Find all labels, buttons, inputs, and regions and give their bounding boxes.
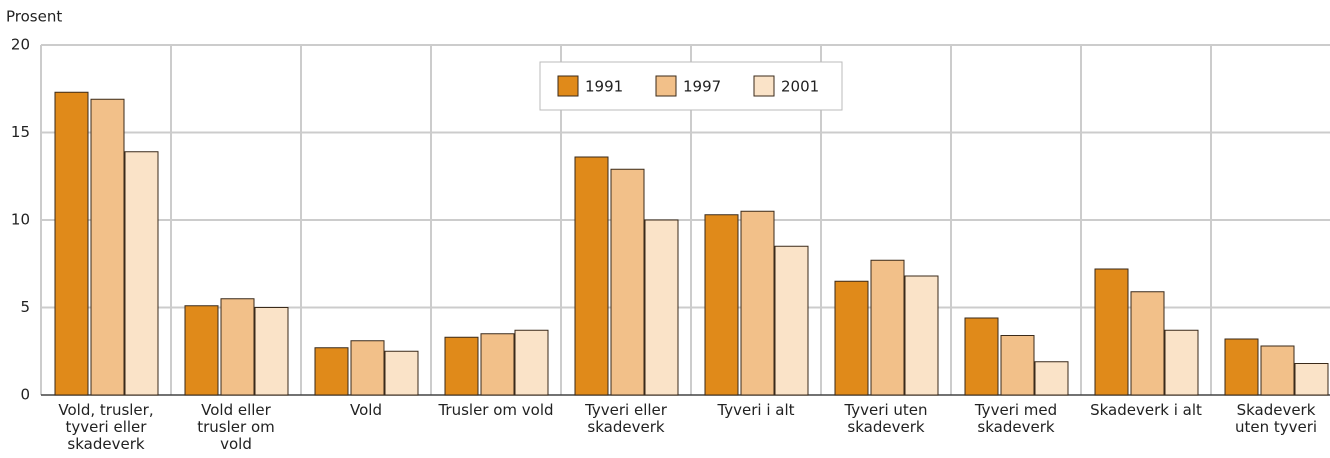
y-tick-label: 15 bbox=[11, 123, 30, 141]
bar bbox=[740, 210, 775, 396]
bar bbox=[184, 305, 219, 396]
bar bbox=[834, 280, 869, 396]
y-tick-label: 10 bbox=[11, 211, 30, 229]
y-tick-label: 0 bbox=[20, 386, 30, 404]
bar bbox=[1294, 363, 1329, 396]
bar bbox=[964, 317, 999, 396]
bar bbox=[444, 336, 479, 396]
bar bbox=[1164, 329, 1199, 396]
legend-swatch bbox=[655, 75, 677, 97]
bar bbox=[574, 156, 609, 396]
bar bbox=[870, 259, 905, 396]
bar bbox=[1034, 361, 1069, 396]
legend-swatch bbox=[557, 75, 579, 97]
y-tick-label: 20 bbox=[11, 36, 30, 54]
x-tick-label: Tyveri eller skadeverk bbox=[585, 401, 667, 436]
x-tick-label: Skadeverk uten tyveri bbox=[1234, 401, 1318, 436]
bar bbox=[774, 245, 809, 396]
bar bbox=[514, 329, 549, 396]
legend-label: 2001 bbox=[781, 78, 819, 96]
bar bbox=[1000, 335, 1035, 396]
bar bbox=[314, 347, 349, 396]
x-tick-label: Vold bbox=[350, 401, 382, 419]
bar bbox=[704, 214, 739, 396]
x-tick-label: Trusler om vold bbox=[438, 401, 554, 419]
bar bbox=[1260, 345, 1295, 396]
legend-label: 1997 bbox=[683, 78, 721, 96]
bar bbox=[1224, 338, 1259, 396]
y-axis-label: Prosent bbox=[6, 8, 62, 26]
bar bbox=[90, 98, 125, 396]
legend-swatch bbox=[753, 75, 775, 97]
bar bbox=[54, 91, 89, 396]
bar bbox=[254, 307, 289, 396]
bar bbox=[124, 151, 159, 396]
y-tick-label: 5 bbox=[20, 298, 30, 316]
bar bbox=[384, 350, 419, 396]
x-tick-label: Tyveri uten skadeverk bbox=[844, 401, 928, 436]
bar bbox=[904, 275, 939, 396]
bar bbox=[350, 340, 385, 396]
bar bbox=[1094, 268, 1129, 396]
bar bbox=[1130, 291, 1165, 396]
x-tick-label: Vold eller trusler om vold bbox=[197, 401, 275, 453]
x-tick-label: Tyveri med skadeverk bbox=[974, 401, 1058, 436]
bar bbox=[220, 298, 255, 396]
x-tick-label: Skadeverk i alt bbox=[1090, 401, 1202, 419]
x-tick-label: Tyveri i alt bbox=[717, 401, 795, 419]
x-tick-label: Vold, trusler, tyveri eller skadeverk bbox=[58, 401, 154, 453]
bar bbox=[480, 333, 515, 396]
legend-box bbox=[539, 61, 843, 111]
bar bbox=[610, 168, 645, 396]
bar bbox=[644, 219, 679, 396]
legend-label: 1991 bbox=[585, 78, 623, 96]
